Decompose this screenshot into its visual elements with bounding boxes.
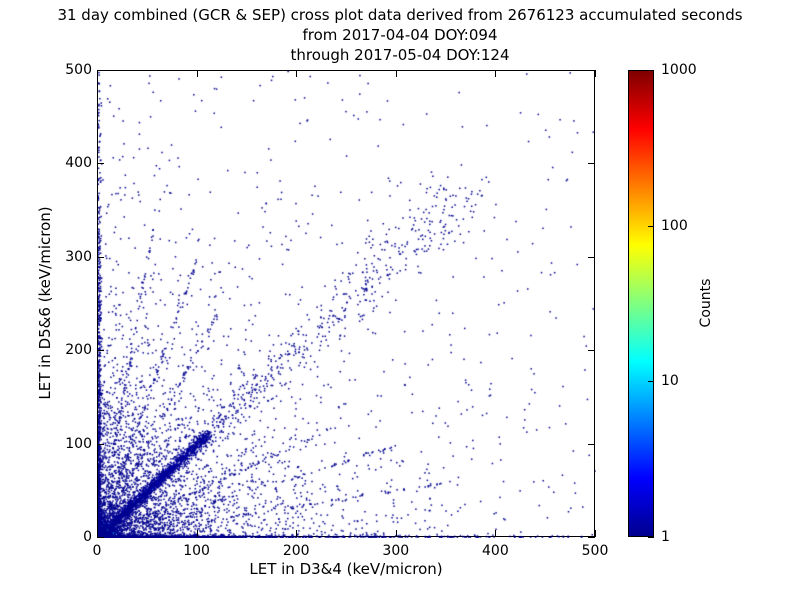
colorbar-tick-mark [648,225,654,227]
colorbar-tick-mark [648,381,654,383]
x-tick-mark [196,530,198,537]
y-tick-label: 500 [65,62,92,78]
y-tick-mark-right [588,70,595,71]
chart-title: 31 day combined (GCR & SEP) cross plot d… [57,6,743,24]
colorbar-label: Counts [698,278,714,328]
x-tick-mark [495,530,497,537]
x-tick-mark [296,530,298,537]
x-tick-label: 100 [183,543,210,559]
y-tick-label: 200 [65,342,92,359]
x-tick-mark-top [595,70,596,77]
y-tick-mark [97,163,104,165]
y-tick-mark [97,537,104,538]
colorbar-tick-label: 1000 [661,62,697,78]
x-tick-mark-top [395,70,397,77]
y-tick-label: 100 [65,435,92,452]
x-tick-mark [97,530,98,537]
colorbar [628,70,654,537]
x-tick-label: 400 [482,543,509,559]
x-tick-label: 200 [282,543,310,559]
y-tick-mark-right [588,350,595,352]
x-tick-mark-top [296,70,298,77]
y-tick-label: 400 [65,155,92,172]
y-tick-label: 0 [83,529,92,545]
y-axis-label: LET in D5&6 (keV/micron) [36,206,54,400]
y-tick-mark [97,256,104,258]
y-tick-mark-right [588,537,595,538]
colorbar-tick-label: 1 [661,529,670,545]
x-tick-mark-top [196,70,198,77]
y-tick-mark [97,70,104,71]
x-tick-mark [395,530,397,537]
y-tick-mark-right [588,163,595,165]
colorbar-tick-label: 10 [661,373,679,390]
x-tick-label: 500 [581,543,609,559]
x-tick-mark-top [495,70,497,77]
y-tick-label: 300 [65,248,92,265]
x-tick-mark-top [97,70,98,77]
y-tick-mark [97,350,104,352]
x-tick-label: 0 [92,543,102,559]
chart-subtitle-through: through 2017-05-04 DOY:124 [290,45,510,64]
y-tick-mark-right [588,256,595,258]
x-axis-label: LET in D3&4 (keV/micron) [249,560,443,578]
title-block: 31 day combined (GCR & SEP) cross plot d… [0,6,800,65]
plot-area [97,70,596,538]
colorbar-tick-mark [648,70,654,71]
chart-subtitle-from: from 2017-04-04 DOY:094 [302,25,498,44]
colorbar-tick-label: 100 [661,217,688,234]
x-tick-mark [595,530,596,537]
scatter-canvas [98,71,596,538]
y-tick-mark-right [588,443,595,445]
colorbar-gradient [629,71,653,536]
colorbar-tick-mark [648,537,654,538]
y-tick-mark [97,443,104,445]
x-tick-label: 300 [382,543,410,559]
